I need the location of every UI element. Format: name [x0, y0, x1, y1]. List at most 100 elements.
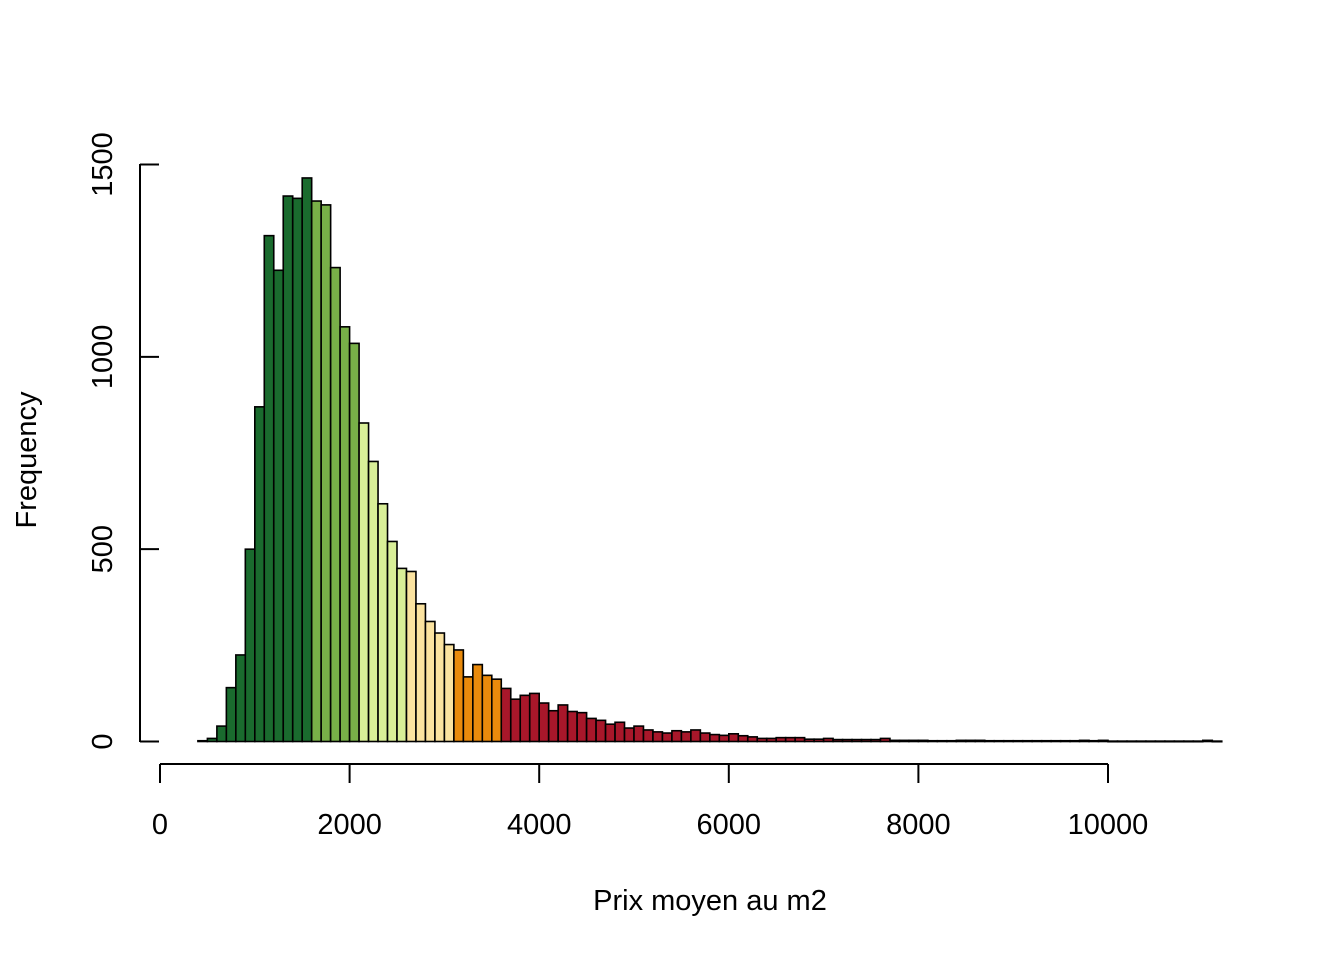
histogram-bar: [775, 736, 787, 743]
x-tick-label: 8000: [886, 809, 951, 841]
histogram-bar: [756, 737, 768, 743]
y-tick-label: 0: [87, 733, 119, 749]
y-axis-title: Frequency: [11, 391, 43, 529]
histogram-bar: [927, 739, 939, 743]
x-tick-label: 2000: [317, 809, 382, 841]
histogram-bar: [1173, 740, 1185, 743]
y-tick-label: 1000: [87, 325, 119, 390]
histogram-bar: [671, 729, 683, 743]
y-tick-label: 1500: [87, 132, 119, 197]
histogram-bar: [263, 234, 275, 743]
histogram-bar: [614, 721, 626, 743]
histogram-bar: [490, 678, 503, 743]
histogram-bar: [822, 737, 834, 743]
y-tick-label: 500: [87, 525, 119, 573]
histogram-bar: [216, 725, 228, 743]
y-axis: 0 500 1000 1500: [87, 132, 159, 750]
histogram-bar: [386, 540, 398, 743]
x-tick-label: 6000: [697, 809, 762, 841]
histogram-bar: [1154, 740, 1166, 743]
histogram-bar: [301, 177, 313, 743]
histogram-bar: [405, 570, 417, 743]
histogram-bar: [424, 620, 436, 743]
histogram-bar: [377, 502, 389, 743]
histogram-bar: [898, 739, 910, 743]
histogram-bar: [946, 739, 958, 743]
histogram-bar: [348, 342, 360, 743]
histogram-bar: [680, 731, 692, 743]
histogram-bar: [1164, 740, 1176, 743]
histogram-bar: [604, 723, 616, 743]
histogram-bar: [746, 736, 759, 743]
histogram-bar: [1050, 739, 1062, 743]
histogram-bar: [917, 739, 929, 743]
histogram-bar: [889, 739, 901, 743]
histogram-bar: [879, 737, 891, 743]
histogram-bar: [908, 739, 920, 743]
histogram-bar: [462, 676, 474, 743]
histogram-bar: [642, 729, 654, 743]
x-tick-label: 4000: [507, 809, 572, 841]
histogram-bar: [794, 736, 806, 743]
histogram-bar: [737, 734, 749, 743]
histogram-bar: [832, 738, 844, 743]
histogram-bar: [983, 739, 996, 743]
histogram-bar: [851, 738, 863, 743]
histogram-bar: [974, 739, 986, 743]
histogram-bar: [547, 709, 559, 743]
histogram-bar: [244, 548, 256, 743]
histogram-bar: [661, 732, 673, 743]
histogram-bar: [718, 734, 730, 743]
histogram-bar: [481, 674, 493, 743]
histogram-bar: [509, 698, 522, 743]
histogram-bar: [841, 738, 853, 743]
histogram-bar: [727, 733, 740, 743]
histogram-bar: [1183, 740, 1195, 743]
histogram-bar: [1202, 739, 1214, 743]
histogram-bar: [813, 738, 825, 743]
histogram-bar: [538, 702, 550, 743]
histogram-bar: [1031, 739, 1043, 743]
histogram-bar: [235, 654, 247, 743]
histogram-bar: [339, 326, 351, 743]
histogram-bar: [282, 195, 294, 743]
histogram-bar: [709, 733, 721, 743]
histogram-bar: [1040, 739, 1052, 743]
histogram-bar: [964, 739, 977, 743]
histogram-bar: [557, 704, 569, 743]
histogram-bar: [472, 663, 484, 743]
x-tick-label: 0: [152, 809, 168, 841]
histogram-bar: [1097, 739, 1109, 743]
histogram-bar: [1135, 740, 1147, 743]
histogram-bar: [1211, 740, 1223, 743]
histogram-bar: [206, 737, 218, 743]
histogram-bar: [500, 687, 512, 743]
histogram-bar: [1012, 739, 1024, 743]
histogram-bars: [197, 177, 1223, 743]
histogram-bar: [291, 197, 304, 743]
histogram-bar: [519, 694, 531, 743]
histogram-bar: [1059, 739, 1071, 743]
histogram-bar: [329, 266, 341, 743]
histogram-bar: [1078, 739, 1090, 743]
histogram-bar: [1021, 739, 1033, 743]
histogram-bar: [803, 738, 815, 743]
histogram-bar: [1069, 739, 1081, 743]
histogram-bar: [595, 719, 607, 743]
histogram-bar: [870, 738, 882, 743]
histogram-bar: [225, 686, 237, 743]
histogram-bar: [690, 729, 702, 743]
histogram-bar: [310, 200, 322, 743]
histogram-bar: [320, 204, 332, 743]
histogram-bar: [415, 602, 427, 743]
histogram-bar: [434, 632, 446, 743]
x-axis: 0 2000 4000 6000 8000 10000: [152, 763, 1148, 841]
histogram-bar: [623, 727, 635, 743]
histogram-bar: [1088, 739, 1100, 743]
histogram-bar: [528, 692, 540, 743]
histogram-bar: [1002, 739, 1014, 743]
histogram-bar: [576, 711, 588, 743]
histogram-bar: [443, 643, 455, 743]
histogram-bar: [358, 422, 370, 743]
